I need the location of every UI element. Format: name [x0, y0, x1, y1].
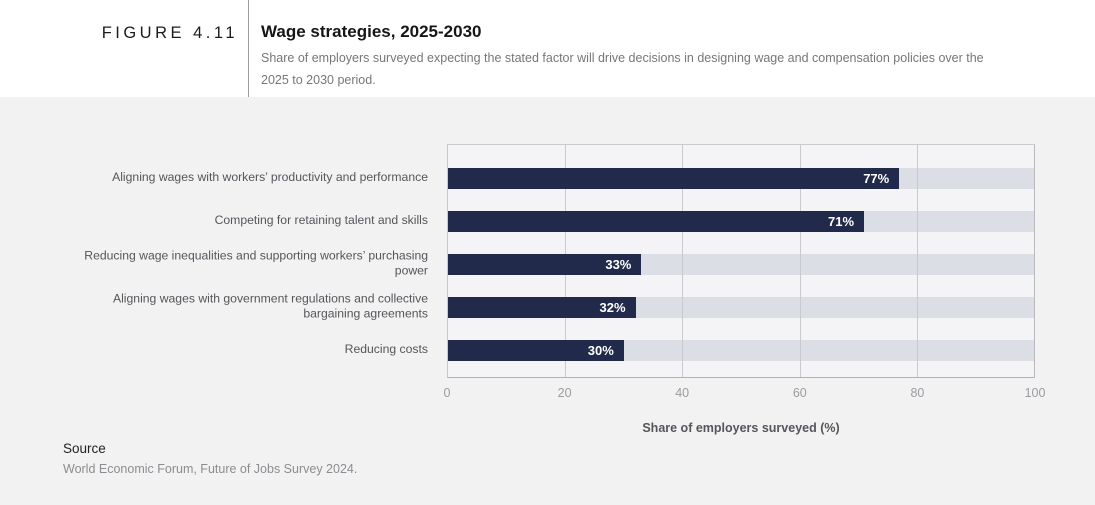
- bar-value-label: 33%: [605, 256, 632, 272]
- bar-4: 32%: [448, 296, 636, 318]
- bar-chart-plot-area: 77% 71% 33% 32% 30%: [447, 144, 1035, 378]
- category-label-3: Reducing wage inequalities and supportin…: [84, 248, 428, 278]
- category-label-5: Reducing costs: [344, 341, 428, 356]
- category-label-2: Competing for retaining talent and skill…: [214, 212, 428, 227]
- gridline-60: [799, 145, 801, 377]
- figure-number-label: FIGURE 4.11: [101, 24, 238, 42]
- x-tick-20: 20: [557, 386, 572, 400]
- header-divider: [248, 0, 249, 97]
- gridline-80: [916, 145, 918, 377]
- bar-value-label: 71%: [828, 213, 855, 229]
- x-axis-ticks: 0 20 40 60 80 100: [443, 386, 1046, 402]
- bar-2: 71%: [448, 210, 865, 232]
- bar-5: 30%: [448, 339, 624, 361]
- gridline-40: [682, 145, 684, 377]
- x-tick-60: 60: [792, 386, 807, 400]
- bar-value-label: 32%: [599, 299, 626, 315]
- x-tick-80: 80: [910, 386, 925, 400]
- x-tick-100: 100: [1024, 386, 1046, 400]
- chart-subtitle: Share of employers surveyed expecting th…: [261, 51, 984, 87]
- bar-3: 33%: [448, 253, 642, 275]
- source-heading: Source: [63, 441, 106, 456]
- chart-title: Wage strategies, 2025-2030: [261, 22, 482, 41]
- bar-value-label: 30%: [587, 342, 614, 358]
- source-text: World Economic Forum, Future of Jobs Sur…: [63, 462, 358, 476]
- x-tick-0: 0: [443, 386, 451, 400]
- x-tick-40: 40: [675, 386, 690, 400]
- bar-value-label: 77%: [863, 170, 890, 186]
- category-label-1: Aligning wages with workers’ productivit…: [112, 169, 428, 184]
- category-label-4: Aligning wages with government regulatio…: [112, 291, 428, 321]
- bar-1: 77%: [448, 167, 900, 189]
- x-axis-title: Share of employers surveyed (%): [642, 421, 840, 435]
